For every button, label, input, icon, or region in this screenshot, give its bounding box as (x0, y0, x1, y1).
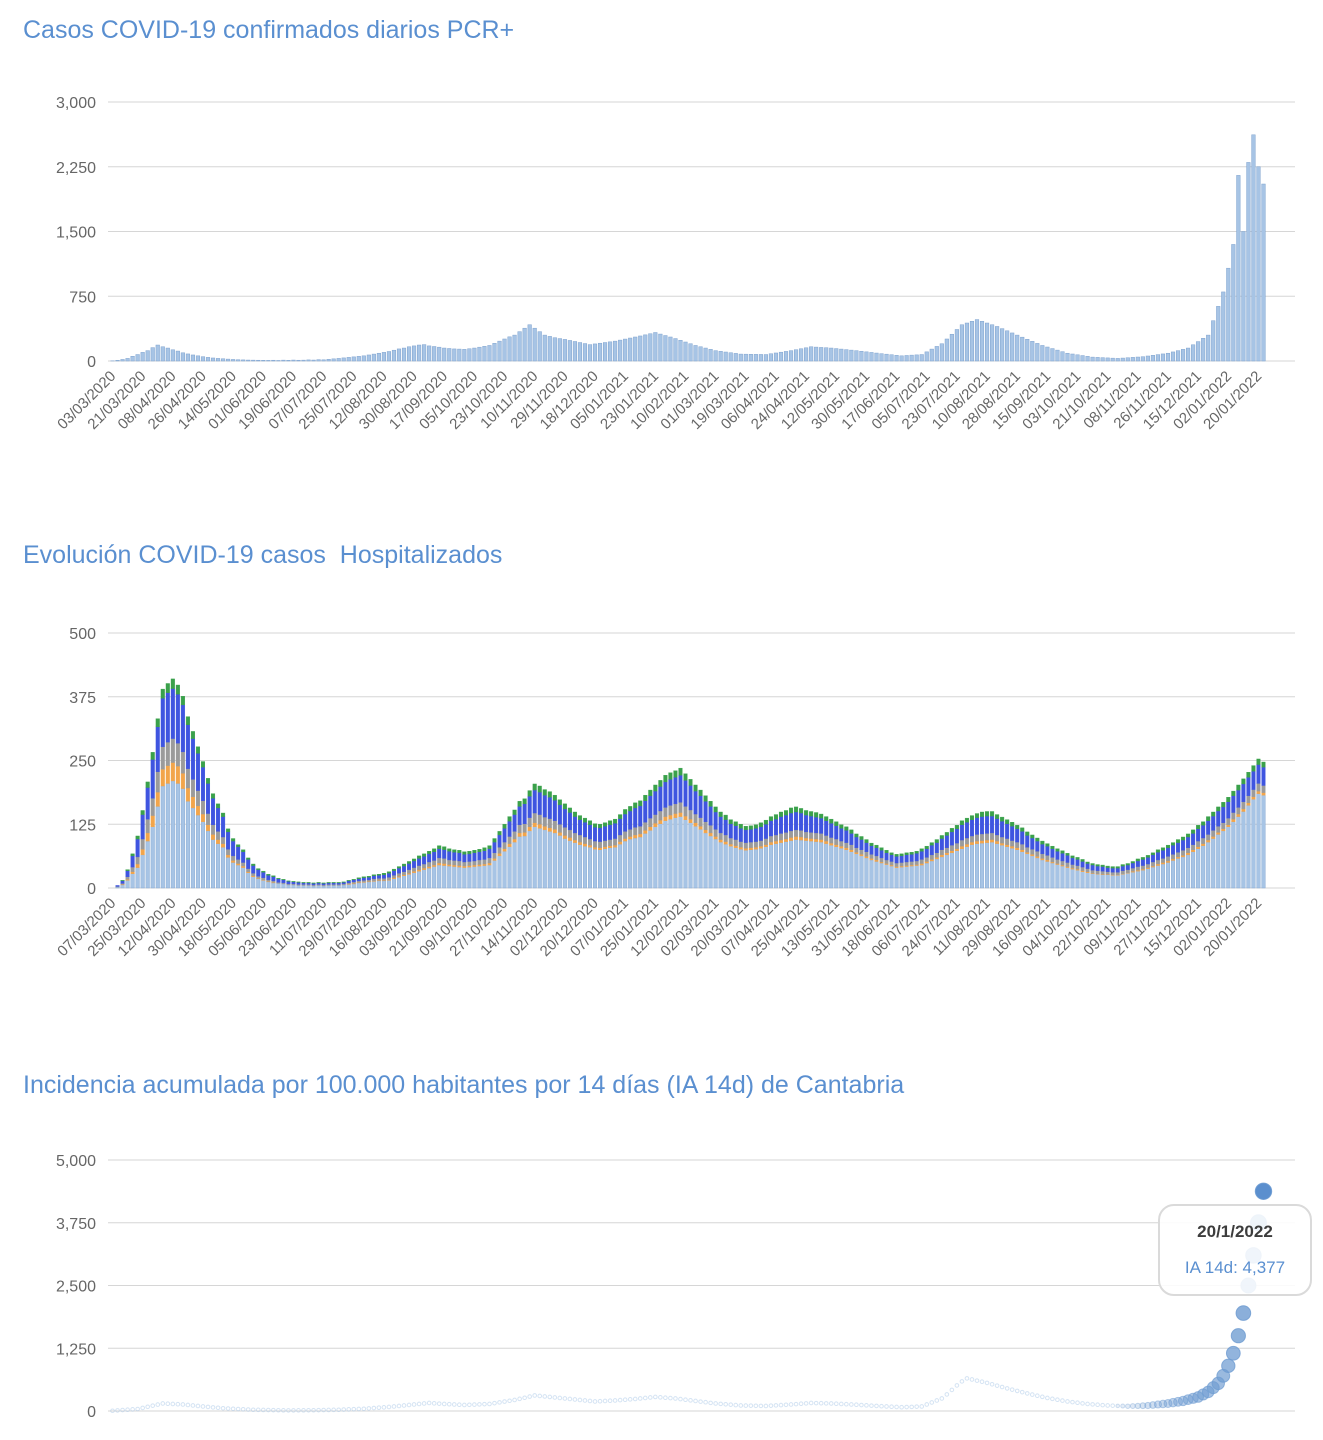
svg-text:125: 125 (69, 817, 96, 834)
daily-cases-chart[interactable]: 3,0002,2501,500750003/03/202021/03/20200… (0, 60, 1323, 500)
svg-text:375: 375 (69, 690, 96, 707)
svg-text:2,250: 2,250 (56, 160, 96, 177)
svg-text:3,000: 3,000 (56, 95, 96, 112)
svg-text:0: 0 (87, 354, 96, 371)
ia14d-chart[interactable]: 5,000 3,750 2,500 1,250 0 (0, 1120, 1323, 1440)
svg-text:2,500: 2,500 (56, 1279, 96, 1296)
chart-title-ia14d: Incidencia acumulada por 100.000 habitan… (23, 1071, 905, 1099)
hospitalized-chart[interactable]: 500375250125007/03/202025/03/202012/04/2… (0, 590, 1323, 1045)
svg-text:250: 250 (69, 754, 96, 771)
svg-text:1,500: 1,500 (56, 225, 96, 242)
chart-title-daily-cases: Casos COVID-19 confirmados diarios PCR+ (23, 16, 515, 44)
svg-text:1,250: 1,250 (56, 1341, 96, 1358)
svg-text:3,750: 3,750 (56, 1216, 96, 1233)
svg-text:0: 0 (87, 881, 96, 898)
tooltip-value: IA 14d: 4,377 (1184, 1258, 1286, 1277)
chart-tooltip: 20/1/2022 IA 14d: 4,377 (1158, 1204, 1312, 1296)
svg-text:500: 500 (69, 626, 96, 643)
chart-title-hospitalized: Evolución COVID-19 casos Hospitalizados (23, 541, 503, 569)
svg-text:0: 0 (87, 1404, 96, 1421)
svg-text:5,000: 5,000 (56, 1153, 96, 1170)
tooltip-date: 20/1/2022 (1197, 1222, 1273, 1241)
svg-text:750: 750 (69, 289, 96, 306)
